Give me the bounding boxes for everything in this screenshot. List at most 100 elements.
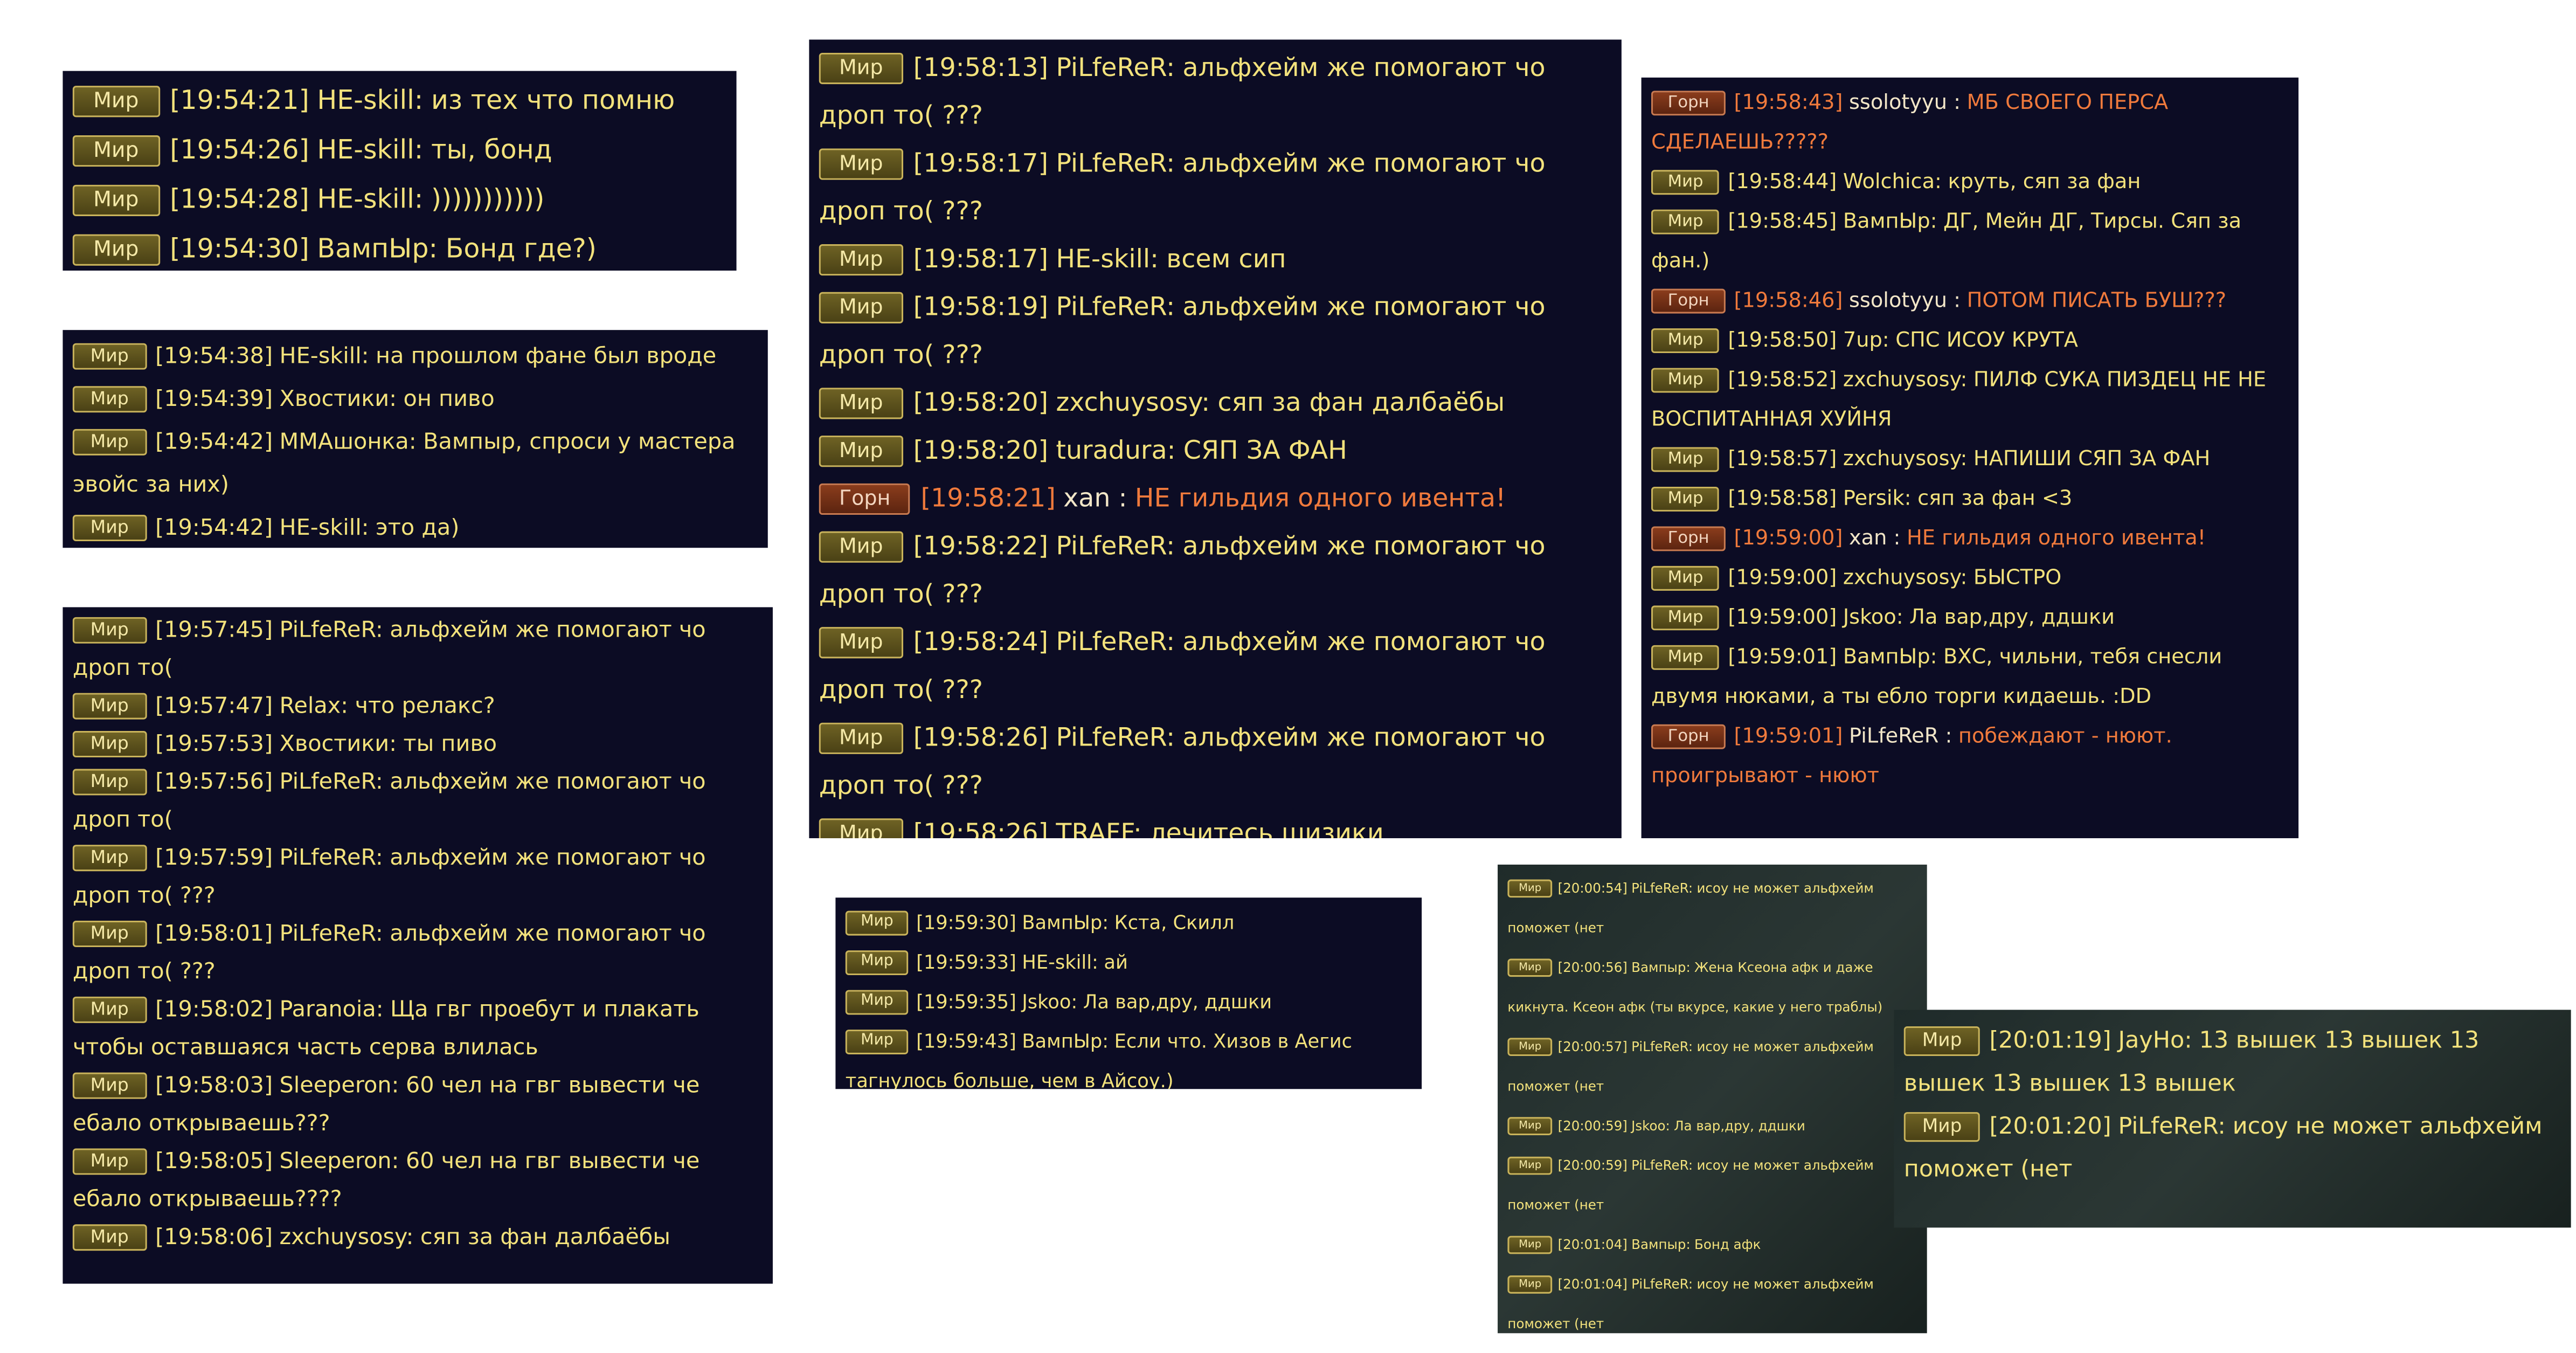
chat-line: Мир [19:58:19] PiLfeReR: альфхейм же помога… [819,284,1612,379]
chat-panel: Мир [19:57:45] PiLfeReR: альфхейм же помога… [63,607,773,1284]
channel-badge: Мир [845,911,909,935]
message-text: Кста, Скилл [1114,910,1235,934]
chat-panel: Мир [19:54:38] HE-skill: на прошлом фане бы… [63,330,768,548]
sender-name: PiLfeReR: [1056,148,1175,178]
sender-name: Jskoo: [1022,990,1078,1013]
timestamp: [19:58:13] [913,52,1049,83]
message-text: ДГ, Мейн ДГ, Тирсы. Сяп за фан.) [1651,208,2242,273]
message-text: сяп за фан <3 [1917,485,2073,510]
message-text: НАПИШИ СЯП ЗА ФАН [1973,445,2211,471]
sender-name: HE-skill: [279,515,369,542]
chat-line: Мир [19:54:39] Хвостики: он пиво [72,378,758,421]
message-text: альфхейм же помогают чо дроп то( ??? [819,292,1546,370]
sender-name: 7up: [1843,327,1889,351]
channel-badge: Мир [819,53,903,84]
message-text: исоу не может альфхейм поможет (нет [1507,1277,1874,1332]
chat-line: Горн [19:58:46] ssolotyyu : ПОТОМ ПИСАТЬ БУ… [1651,280,2289,320]
sender-name: PiLfeReR: [1056,627,1175,657]
chat-line: Мир [20:00:54] PiLfeReR: исоу не может альф… [1507,869,1917,949]
timestamp: [19:58:45] [1728,208,1837,233]
sender-name: Paranoia: [279,996,384,1023]
message-text: Если что. Хизов в Аегис тагнулось больше… [845,1030,1353,1089]
timestamp: [19:57:53] [155,731,273,757]
message-text: НЕ гильдия одного ивента! [1134,483,1506,513]
sender-name: PiLfeReR: [1631,1277,1693,1292]
channel-badge: Мир [72,184,160,217]
channel-badge: Мир [819,436,903,467]
channel-badge: Мир [72,342,147,370]
message-text: альфхейм же помогают чо дроп то( ??? [819,52,1546,130]
timestamp: [19:58:20] [913,436,1049,466]
timestamp: [19:58:57] [1728,445,1837,471]
channel-badge: Мир [1651,169,1720,195]
chat-panel: Мир [19:59:30] ВампЫр: Кста, Скилл Мир [19:59… [835,898,1422,1089]
timestamp: [19:58:52] [1728,366,1837,391]
channel-badge: Мир [819,388,903,419]
chat-line: Мир [19:54:42] HE-skill: это да) [72,507,758,548]
sender-name: ВампЫр: [1843,643,1937,668]
timestamp: [19:57:56] [155,769,273,796]
channel-badge: Мир [72,616,147,644]
message-text: Ла вар,дру, ддшки [1909,604,2115,629]
chat-line: Горн [19:59:01] PiLfeReR : побеждают - нюют… [1651,716,2289,795]
channel-badge: Мир [1507,1117,1553,1135]
chat-line: Горн [19:58:21] xan : НЕ гильдия одного иве… [819,475,1612,523]
timestamp: [20:00:59] [1557,1119,1628,1134]
sender-name: PiLfeReR: [2118,1114,2226,1141]
message-text: ПОТОМ ПИСАТЬ БУШ??? [1966,287,2227,312]
message-text: альфхейм же помогают чо дроп то( ??? [72,845,706,909]
message-text: круть, сяп за фан [1948,168,2141,194]
channel-badge: Мир [72,135,160,167]
channel-badge: Мир [72,1224,147,1252]
chat-line: Мир [20:00:59] Jskoo: Ла вар,дру, ддшки [1507,1107,1917,1147]
chat-line: Мир [19:58:50] 7up: СПС ИСОУ КРУТА [1651,320,2289,360]
sender-name: HE-skill: [317,183,424,215]
message-text: Бонд где?) [445,232,597,264]
chat-line: Мир [19:59:43] ВампЫр: Если что. Хизов в Ае… [845,1021,1412,1089]
chat-line: Мир [20:00:56] Вампыр: Жена Ксеона афк и да… [1507,949,1917,1028]
channel-badge: Мир [1651,367,1720,394]
sender-name: Persik: [1843,485,1912,510]
sender-name: Хвостики: [279,386,397,413]
channel-badge: Мир [72,844,147,872]
timestamp: [19:58:02] [155,996,273,1023]
message-text: ай [1104,950,1128,974]
chat-line: Мир [19:59:00] Jskoo: Ла вар,дру, ддшки [1651,597,2289,637]
timestamp: [19:54:38] [155,343,273,370]
message-text: на прошлом фане был вроде [376,343,717,370]
chat-line: Мир [19:54:21] HE-skill: из тех что помню [72,76,726,126]
chat-line: Мир [19:58:20] turadura: СЯП ЗА ФАН [819,427,1612,475]
timestamp: [19:58:26] [913,722,1049,753]
timestamp: [19:58:44] [1728,168,1837,194]
timestamp: [19:58:50] [1728,327,1837,351]
timestamp: [19:59:43] [916,1030,1016,1053]
sender-name: PiLfeReR: [1056,531,1175,561]
message-text: ПИЛФ СУКА ПИЗДЕЦ НЕ НЕ ВОСПИТАННАЯ ХУЙНЯ [1651,366,2267,431]
chat-line: Мир [19:58:22] PiLfeReR: альфхейм же помога… [819,523,1612,619]
sender-name: ВампЫр: [317,232,438,264]
timestamp: [19:59:35] [916,990,1016,1013]
channel-badge: Мир [1651,565,1720,591]
sender-name: PiLfeReR: [1631,1039,1693,1054]
message-text: альфхейм же помогают чо дроп то( [72,617,706,682]
message-text: альфхейм же помогают чо дроп то( ??? [819,148,1546,226]
chat-line: Мир [20:01:04] PiLfeReR: исоу не может альф… [1507,1266,1917,1334]
message-text: Бонд афк [1694,1237,1761,1253]
chat-line: Мир [20:01:19] JayHo: 13 вышек 13 вышек 13 … [1903,1020,2561,1106]
timestamp: [19:59:00] [1728,604,1837,629]
sender-name: Sleeperon: [279,1072,399,1099]
sender-name: ВампЫр: [1843,208,1937,233]
chat-line: Мир [20:00:57] PiLfeReR: исоу не может альф… [1507,1028,1917,1107]
channel-badge: Горн [1651,724,1726,750]
channel-badge: Мир [72,428,147,456]
timestamp: [19:58:43] [1734,89,1843,114]
chat-line: Мир [19:59:35] Jskoo: Ла вар,дру, ддшки [845,982,1412,1021]
chat-line: Мир [19:58:01] PiLfeReR: альфхейм же помога… [72,916,763,992]
channel-badge: Мир [819,531,903,563]
sender-name: JayHo: [2118,1028,2192,1054]
chat-line: Мир [19:58:26] TRAFF: лечитесь шизики [819,810,1612,838]
channel-badge: Мир [1507,1275,1553,1294]
sender-name: PiLfeReR : [1848,722,1952,748]
sender-name: HE-skill: [317,84,424,116]
timestamp: [19:58:19] [913,292,1049,322]
